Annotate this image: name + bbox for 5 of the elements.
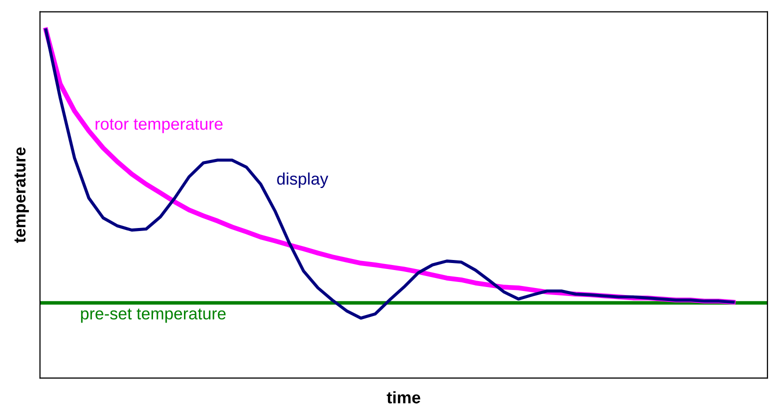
series-label: rotor temperature	[96, 118, 223, 134]
y-axis-title: temperature	[14, 147, 29, 243]
series-label: display	[277, 172, 328, 188]
x-axis-title: time	[386, 391, 420, 404]
ref-line-label: pre-set temperature	[81, 308, 226, 323]
